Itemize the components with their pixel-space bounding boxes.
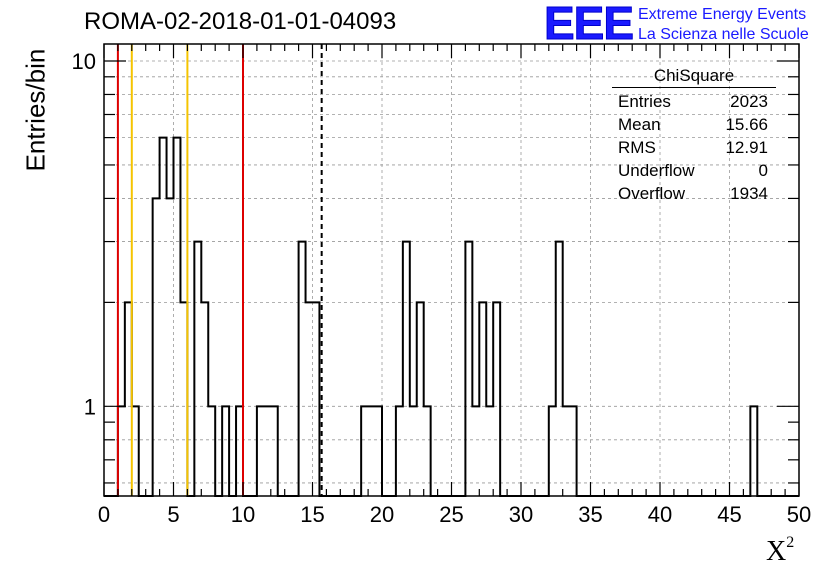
x-tick-label: 20 <box>370 502 394 527</box>
x-tick-label: 35 <box>578 502 602 527</box>
x-tick-label: 15 <box>300 502 324 527</box>
y-tick-label: 1 <box>84 394 96 419</box>
stats-value: 0 <box>758 161 768 180</box>
x-tick-label: 40 <box>648 502 672 527</box>
stats-label: Overflow <box>618 184 686 203</box>
stats-title: ChiSquare <box>612 66 776 88</box>
eee-logo: EEE Extreme Energy Events La Scienza nel… <box>543 0 834 49</box>
stats-label: RMS <box>618 138 656 157</box>
stats-value: 12.91 <box>725 138 768 157</box>
x-axis-label-symbol: X <box>766 536 787 567</box>
y-axis-ticks: 1 10 <box>72 49 799 484</box>
y-axis-label: Entries/bin <box>20 48 51 172</box>
y-tick-label: 10 <box>72 49 96 74</box>
x-tick-label: 50 <box>787 502 811 527</box>
grid <box>104 44 799 496</box>
reference-lines <box>116 44 323 496</box>
logo-subtitle-1: Extreme Energy Events <box>638 6 807 23</box>
eee-logo-mark: EEE <box>543 0 634 49</box>
x-tick-label: 0 <box>98 502 110 527</box>
x-tick-label: 30 <box>509 502 533 527</box>
x-tick-label: 5 <box>167 502 179 527</box>
chart-title: ROMA-02-2018-01-01-04093 <box>84 8 397 35</box>
x-tick-label: 10 <box>231 502 255 527</box>
stats-row-overflow: Overflow 1934 <box>612 182 776 205</box>
logo-subtitle-2: La Scienza nelle Scuole <box>638 26 809 43</box>
x-axis-label: X2 <box>766 534 795 568</box>
x-tick-label: 25 <box>439 502 463 527</box>
stats-value: 1934 <box>730 184 768 203</box>
stats-box: ChiSquare Entries 2023 Mean 15.66 RMS 12.91… <box>612 66 776 205</box>
x-axis-label-superscript: 2 <box>786 534 795 551</box>
stats-value: 2023 <box>730 92 768 111</box>
x-tick-label: 45 <box>717 502 741 527</box>
stats-row-rms: RMS 12.91 <box>612 136 776 159</box>
stats-label: Entries <box>618 92 671 111</box>
x-axis-ticks: 0 5 10 15 20 25 30 35 40 45 50 <box>98 44 811 527</box>
stats-row-mean: Mean 15.66 <box>612 113 776 136</box>
stats-label: Mean <box>618 115 661 134</box>
stats-value: 15.66 <box>725 115 768 134</box>
stats-label: Underflow <box>618 161 695 180</box>
stats-row-underflow: Underflow 0 <box>612 159 776 182</box>
stats-row-entries: Entries 2023 <box>612 90 776 113</box>
